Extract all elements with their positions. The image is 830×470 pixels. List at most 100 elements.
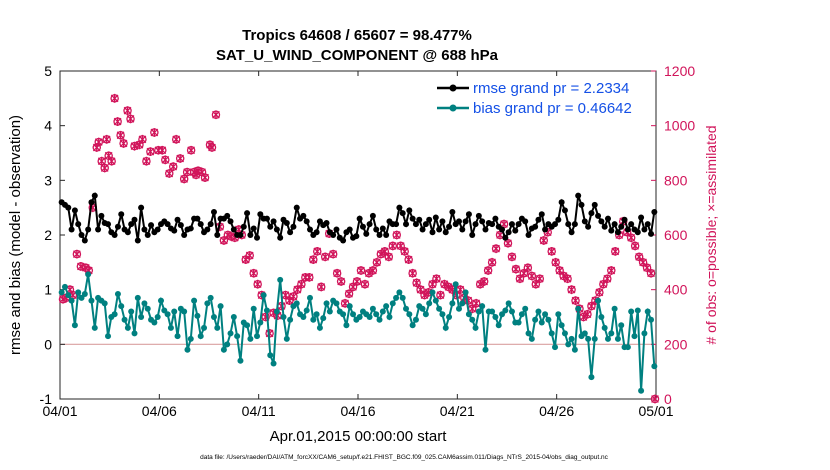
rmse-point (542, 226, 549, 233)
obs-assimilated-marker (102, 134, 111, 144)
obs-assimilated-marker (146, 147, 155, 157)
obs-assimilated-marker (571, 296, 580, 305)
obs-assimilated-marker (500, 219, 508, 229)
obs-assimilated-marker (126, 114, 135, 124)
obs-assimilated-marker (345, 289, 353, 299)
rmse-point (403, 221, 410, 228)
rmse-point (558, 199, 565, 206)
bias-point (525, 330, 532, 337)
obs-assimilated-marker (138, 134, 147, 144)
bias-point (452, 281, 459, 288)
y-right-tick-label: 0 (664, 391, 672, 407)
bias-point (604, 335, 611, 342)
bias-point (508, 308, 515, 315)
bias-point (283, 335, 290, 342)
rmse-point (479, 218, 486, 225)
rmse-point (230, 226, 237, 233)
obs-assimilated-marker (567, 285, 576, 295)
rmse-point (436, 226, 443, 233)
y-axis-label-right: # of obs: o=possible; ×=assimilated (703, 125, 719, 344)
rmse-point (585, 223, 592, 230)
bias-point (267, 352, 274, 359)
obs-assimilated-marker (172, 134, 181, 144)
bias-point (171, 308, 178, 315)
bias-point (144, 305, 151, 312)
bias-point (459, 300, 466, 307)
rmse-point (227, 218, 234, 225)
obs-assimilated-marker (492, 244, 500, 254)
bias-point (399, 294, 406, 301)
rmse-point (353, 233, 360, 240)
obs-assimilated-marker (313, 247, 322, 256)
rmse-point (578, 201, 585, 208)
rmse-point (293, 204, 300, 211)
rmse-point (303, 218, 310, 225)
bias-point (300, 314, 307, 320)
bias-point (489, 308, 496, 315)
rmse-point (181, 232, 188, 238)
rmse-point (608, 227, 615, 234)
bias-point (207, 294, 214, 301)
bias-point (227, 330, 234, 337)
rmse-point (575, 192, 582, 199)
bias-point (532, 316, 539, 323)
rmse-point (68, 226, 75, 233)
rmse-point (247, 232, 254, 238)
rmse-point (237, 232, 244, 238)
rmse-point (244, 210, 251, 217)
bias-point (462, 289, 469, 296)
bias-point (495, 322, 502, 329)
bias-point (492, 314, 499, 320)
rmse-point (98, 212, 105, 219)
rmse-point (369, 212, 376, 219)
bias-point (611, 305, 618, 312)
bias-point (383, 303, 390, 310)
x-tick-label: 04/26 (539, 403, 574, 419)
rmse-point (257, 211, 264, 218)
obs-assimilated-marker (583, 309, 592, 319)
bias-point (204, 300, 211, 307)
bias-point (316, 324, 323, 331)
obs-assimilated-marker (651, 394, 659, 404)
obs-assimilated-marker (289, 292, 298, 301)
bias-point (184, 346, 191, 353)
obs-assimilated-marker (337, 277, 345, 286)
obs-assimilated-marker (357, 266, 365, 275)
bias-point (502, 307, 509, 314)
rmse-point (131, 216, 138, 223)
rmse-point (416, 216, 423, 223)
rmse-point (263, 215, 270, 222)
rmse-point (273, 226, 280, 233)
obs-assimilated-marker (361, 279, 369, 289)
chart-subtitle: SAT_U_WIND_COMPONENT @ 688 hPa (216, 47, 499, 64)
bias-point (601, 324, 608, 331)
rmse-point (134, 237, 141, 244)
obs-assimilated-marker (353, 277, 361, 286)
bias-point (303, 307, 310, 314)
obs-assimilated-marker (245, 251, 254, 260)
rmse-point (359, 223, 366, 230)
rmse-point (439, 218, 446, 225)
x-tick-label: 04/11 (242, 403, 276, 419)
rmse-point (446, 223, 453, 230)
rmse-point (379, 225, 386, 232)
obs-assimilated-marker (369, 266, 377, 275)
rmse-point (267, 223, 274, 230)
rmse-point (240, 223, 247, 230)
obs-assimilated-marker (535, 274, 544, 284)
obs-assimilated-marker (539, 236, 548, 245)
bias-point (356, 314, 363, 320)
bias-point (638, 387, 645, 394)
rmse-point (105, 221, 112, 228)
bias-point (624, 344, 631, 351)
rmse-point (512, 227, 519, 234)
y-right-tick-label: 800 (664, 172, 688, 188)
rmse-point (283, 219, 290, 226)
rmse-point (207, 221, 214, 228)
obs-assimilated-marker (201, 173, 209, 182)
bias-point (535, 308, 542, 315)
obs-assimilated-marker (512, 264, 520, 274)
rmse-point (648, 230, 655, 237)
bias-point (449, 300, 456, 307)
bias-point (214, 324, 221, 331)
